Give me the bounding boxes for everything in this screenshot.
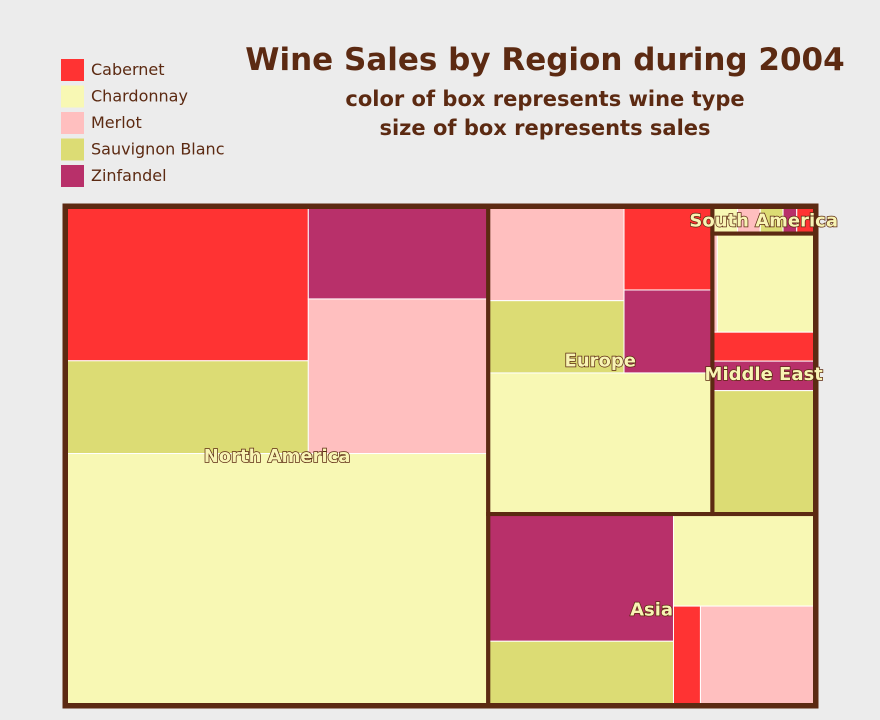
tile-asia-cabernet bbox=[672, 605, 701, 706]
region-label-europe: Europe bbox=[565, 351, 636, 372]
legend-label-sauvignon-blanc: Sauvignon Blanc bbox=[91, 140, 225, 159]
tile-middle-east-cabernet bbox=[711, 331, 816, 362]
chart-subtitle-line-2: size of box represents sales bbox=[379, 116, 710, 140]
region-label-south-america: South America bbox=[689, 210, 838, 231]
region-label-asia: Asia bbox=[630, 600, 673, 621]
tile-europe-sauvignon-blanc bbox=[487, 300, 625, 374]
tile-north-america-merlot bbox=[307, 298, 489, 455]
tile-europe-cabernet bbox=[623, 206, 713, 291]
region-label-middle-east: Middle East bbox=[705, 364, 824, 385]
treemap-tiles bbox=[65, 206, 816, 706]
tile-europe-merlot bbox=[487, 206, 625, 302]
tile-asia-zinfandel bbox=[487, 513, 674, 642]
legend-swatch-zinfandel bbox=[61, 165, 84, 187]
legend: Cabernet Chardonnay Merlot Sauvignon Blanc Z… bbox=[61, 59, 225, 187]
region-frames bbox=[62, 203, 819, 709]
tile-asia-chardonnay bbox=[672, 513, 816, 607]
tile-north-america-zinfandel bbox=[307, 206, 489, 300]
tile-middle-east-chardonnay bbox=[716, 233, 816, 333]
tile-asia-sauvignon-blanc bbox=[487, 640, 674, 706]
legend-swatch-chardonnay bbox=[61, 85, 84, 108]
tile-asia-merlot bbox=[699, 605, 816, 706]
region-label-north-america: North America bbox=[204, 446, 351, 467]
chart-outer-frame bbox=[62, 203, 819, 709]
region-labels: North America Europe South America Middle E… bbox=[203, 210, 839, 622]
tile-north-america-cabernet bbox=[65, 206, 309, 362]
tile-north-america-chardonnay bbox=[65, 453, 489, 706]
legend-swatch-merlot bbox=[61, 112, 84, 134]
legend-swatch-cabernet bbox=[61, 59, 84, 81]
tile-north-america-sauvignon-blanc bbox=[65, 360, 309, 455]
legend-label-merlot: Merlot bbox=[91, 113, 142, 132]
tile-europe-zinfandel bbox=[623, 289, 713, 374]
legend-swatch-sauvignon-blanc bbox=[61, 138, 84, 161]
chart-subtitle-line-1: color of box represents wine type bbox=[345, 87, 744, 111]
chart-title: Wine Sales by Region during 2004 bbox=[245, 42, 844, 78]
legend-label-cabernet: Cabernet bbox=[91, 60, 165, 79]
legend-label-chardonnay: Chardonnay bbox=[91, 87, 188, 106]
tile-europe-chardonnay bbox=[487, 372, 713, 515]
tile-middle-east-sauvignon-blanc bbox=[711, 390, 816, 515]
legend-label-zinfandel: Zinfandel bbox=[91, 166, 167, 185]
